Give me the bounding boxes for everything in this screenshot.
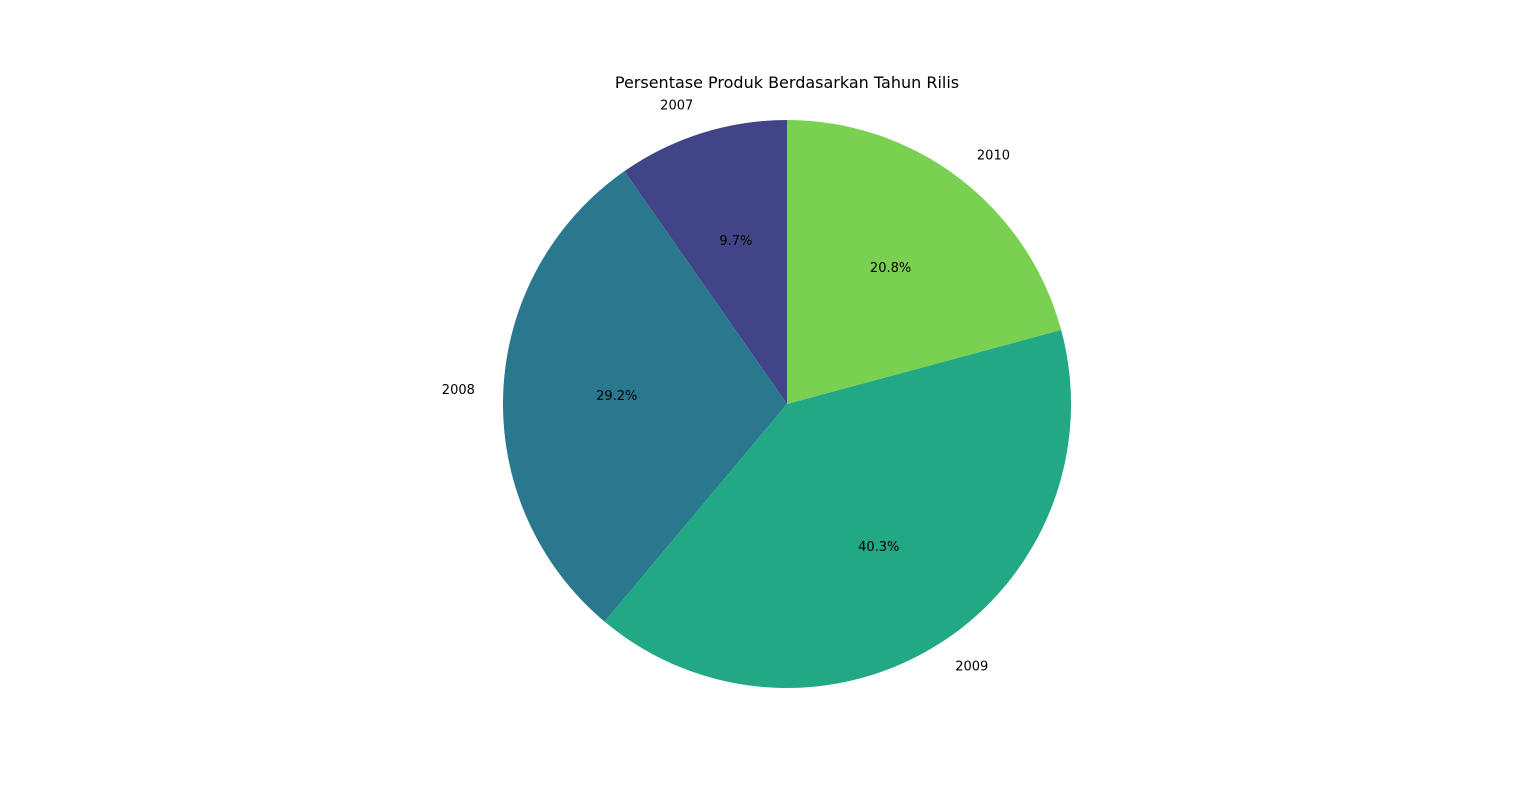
- pie-slice-2009: [604, 329, 1071, 688]
- slice-label-2010: 2010: [977, 148, 1010, 163]
- pie-slice-2008: [503, 171, 787, 622]
- slice-percentage-2007: 9.7%: [719, 234, 752, 249]
- slice-label-2009: 2009: [955, 660, 988, 675]
- slice-percentage-2010: 20.8%: [870, 261, 911, 276]
- slice-label-2007: 2007: [660, 98, 693, 113]
- slice-label-2008: 2008: [442, 383, 475, 398]
- pie-slices: [503, 120, 1071, 688]
- pie-slice-2010: [787, 120, 1062, 404]
- pie-slice-2007: [624, 120, 787, 404]
- chart-title: Persentase Produk Berdasarkan Tahun Rili…: [615, 73, 959, 92]
- slice-percentage-2009: 40.3%: [858, 540, 899, 555]
- slice-percentage-2008: 29.2%: [596, 389, 637, 404]
- pie-labels: 2007 9.7% 2008 29.2% 2009 40.3% 2010 20.8%: [442, 98, 1010, 674]
